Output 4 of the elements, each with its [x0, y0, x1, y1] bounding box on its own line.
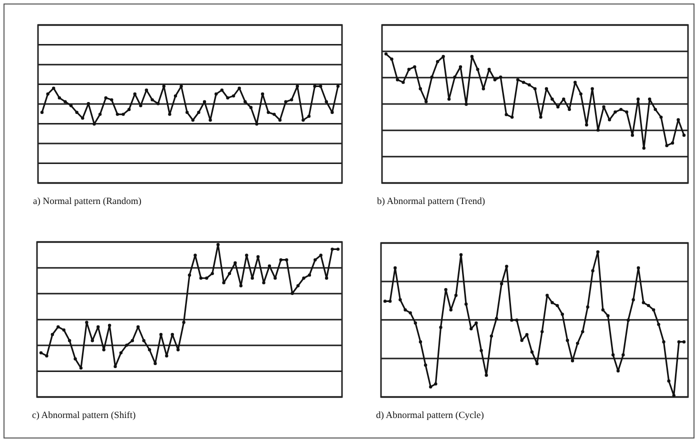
text: a) Normal pattern (Random): [33, 197, 142, 207]
text: c) Abnormal pattern (Shift): [32, 411, 136, 421]
text: b) Abnormal pattern (Trend): [377, 197, 486, 207]
text: d) Abnormal pattern (Cycle): [376, 411, 484, 421]
